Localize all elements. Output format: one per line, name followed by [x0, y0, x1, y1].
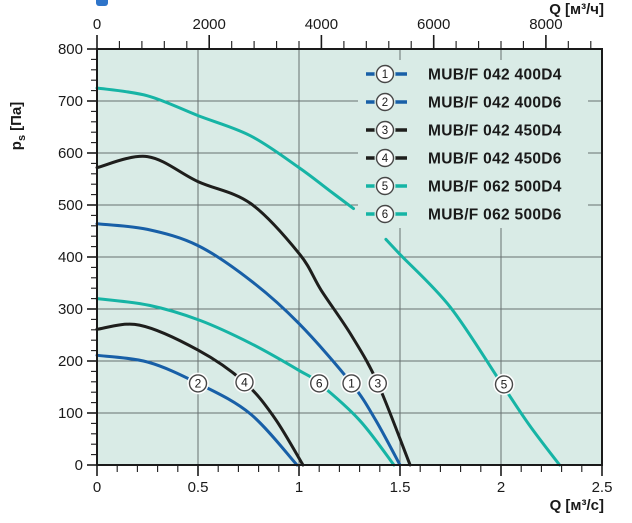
curve-4 — [95, 322, 305, 467]
left-tick-label: 500 — [58, 197, 83, 214]
legend-label: MUB/F 042 450D6 — [428, 151, 562, 168]
badge-circle — [342, 374, 361, 393]
badge-circle — [188, 374, 208, 393]
legend-marker-number: 5 — [382, 181, 388, 193]
plot-border — [96, 48, 603, 466]
legend-marker-circle — [375, 64, 395, 84]
badge-number: 6 — [316, 377, 323, 391]
curve-5 — [95, 86, 562, 467]
curve-badge-4: 4 — [233, 371, 256, 394]
bottom-tick-label: 0 — [93, 479, 101, 496]
legend-marker-number: 6 — [382, 209, 388, 221]
badge-number: 5 — [501, 378, 508, 392]
curve-badge-2: 2 — [187, 372, 209, 395]
badge-circle — [368, 374, 387, 393]
top-tick-label: 2000 — [193, 16, 226, 33]
curves — [95, 86, 562, 467]
badge-circle — [235, 373, 254, 392]
legend-row-6: 6 MUB/F 062 500D6 — [366, 203, 562, 225]
cropped-header-artifact — [96, 0, 108, 6]
legend-row-1: 1 MUB/F 042 400D4 — [366, 63, 562, 85]
badge-number: 4 — [241, 376, 248, 390]
legend-marker-circle — [375, 148, 395, 168]
curve-5-path — [95, 86, 355, 211]
pressure-symbol: p — [8, 141, 25, 151]
legend-background — [358, 60, 588, 228]
curve-badges: 1 2 3 4 5 6 — [187, 371, 515, 396]
legend-marker-circle — [375, 92, 395, 112]
curve-5-path-2 — [384, 237, 562, 467]
legend-marker-number: 4 — [382, 153, 389, 165]
top-tick-label: 4000 — [305, 16, 338, 33]
bottom-axis-title: Q [м³/с] — [549, 497, 604, 514]
legend-row-5: 5 MUB/F 062 500D4 — [366, 175, 562, 197]
legend-label: MUB/F 062 500D4 — [428, 179, 562, 196]
left-tick-label: 200 — [58, 353, 83, 370]
legend-label: MUB/F 062 500D6 — [428, 207, 562, 224]
pressure-subscript: s — [16, 134, 28, 142]
legend-marker-number: 1 — [382, 69, 388, 81]
legend-label: MUB/F 042 400D4 — [428, 67, 562, 84]
legend-row-4: 4 MUB/F 042 450D6 — [366, 147, 562, 169]
curve-1-path — [95, 222, 402, 467]
bottom-tick-label: 1 — [295, 479, 303, 496]
pressure-unit: [Па] — [8, 101, 25, 131]
bottom-tick-label: 2 — [497, 479, 505, 496]
legend-marker-circle — [375, 204, 395, 224]
badge-number: 3 — [374, 377, 381, 391]
curve-badge-1: 1 — [340, 372, 363, 395]
axis-ticks — [87, 35, 603, 476]
badge-number: 1 — [348, 377, 355, 391]
legend-marker-circle — [375, 176, 395, 196]
badge-circle — [494, 375, 514, 394]
left-tick-label: 700 — [58, 93, 83, 110]
left-tick-label: 800 — [58, 41, 83, 58]
bottom-tick-label: 1.5 — [390, 479, 411, 496]
legend: 1 MUB/F 042 400D4 2 MUB/F 042 400D6 3 MUB/F 0… — [358, 60, 588, 228]
curve-6-path — [95, 297, 396, 467]
legend-marker-circle — [375, 120, 395, 140]
top-tick-label: 0 — [93, 16, 101, 33]
curve-badge-3: 3 — [367, 372, 389, 395]
legend-label: MUB/F 042 450D4 — [428, 123, 562, 140]
legend-marker-number: 3 — [382, 125, 388, 137]
legend-marker-number: 2 — [382, 97, 388, 109]
left-axis-title: ps [Па] — [8, 74, 28, 178]
curve-1 — [95, 222, 402, 467]
curve-badge-6: 6 — [308, 372, 331, 395]
top-tick-label: 8000 — [529, 16, 562, 33]
left-tick-label: 100 — [58, 405, 83, 422]
curve-6 — [95, 297, 396, 467]
left-tick-label: 0 — [75, 457, 83, 474]
left-tick-label: 300 — [58, 301, 83, 318]
curve-badge-5: 5 — [493, 373, 515, 396]
bottom-tick-label: 0.5 — [188, 479, 209, 496]
curve-4-path — [95, 322, 305, 467]
legend-label: MUB/F 042 400D6 — [428, 95, 562, 112]
top-axis-title: Q [м³/ч] — [549, 1, 604, 18]
left-tick-label: 400 — [58, 249, 83, 266]
left-tick-label: 600 — [58, 145, 83, 162]
badge-circle — [310, 374, 329, 393]
legend-row-2: 2 MUB/F 042 400D6 — [366, 91, 562, 113]
top-tick-label: 6000 — [417, 16, 450, 33]
badge-number: 2 — [195, 377, 202, 391]
legend-row-3: 3 MUB/F 042 450D4 — [366, 119, 562, 141]
bottom-tick-label: 2.5 — [592, 479, 613, 496]
